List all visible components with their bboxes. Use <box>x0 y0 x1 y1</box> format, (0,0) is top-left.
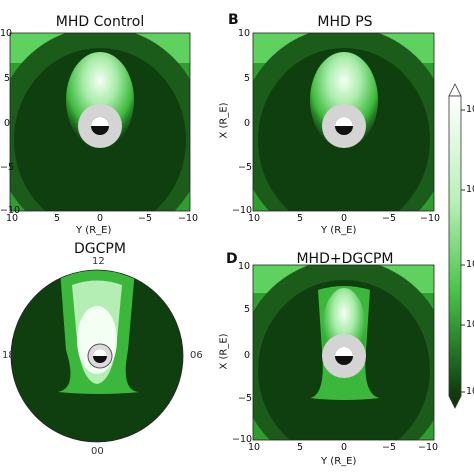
colorbar-tick-1: 10 <box>466 184 474 195</box>
panel-a-title: MHD Control <box>55 14 145 30</box>
d-ytick-3: −5 <box>238 393 253 404</box>
d-xtick-1: 5 <box>297 442 304 453</box>
b-xlabel: Y (R_E) <box>321 225 357 236</box>
b-ytick-2: 0 <box>244 118 251 129</box>
panel-c-title: DGCPM <box>74 241 126 257</box>
c-clock-06: 06 <box>190 350 203 361</box>
a-ytick-4: −10 <box>0 205 21 216</box>
a-ytick-3: −5 <box>0 162 15 173</box>
b-xtick-3: −5 <box>382 213 397 224</box>
b-ytick-1: 5 <box>244 73 251 84</box>
colorbar-tick-4: 10 <box>466 386 474 397</box>
b-xtick-1: 5 <box>297 213 304 224</box>
panel-d-map <box>253 265 434 440</box>
a-ytick-0: 10 <box>0 28 13 39</box>
panel-b-title: MHD PS <box>317 14 373 30</box>
colorbar-tick-2: 10 <box>466 259 474 270</box>
d-ytick-0: 10 <box>238 261 251 272</box>
d-ylabel: X (R_E) <box>218 333 230 370</box>
c-clock-00: 00 <box>91 446 104 457</box>
panel-d-letter: D <box>226 251 238 267</box>
a-xtick-2: 0 <box>97 213 104 224</box>
panel-b-map <box>253 33 434 211</box>
b-ytick-4: −10 <box>232 205 253 216</box>
d-ytick-2: 0 <box>244 350 251 361</box>
b-ytick-3: −5 <box>238 162 253 173</box>
a-ytick-2: 0 <box>4 118 11 129</box>
panel-b-letter: B <box>228 12 239 28</box>
colorbar <box>448 83 465 409</box>
panel-a-map <box>10 33 190 211</box>
a-xtick-1: 5 <box>54 213 61 224</box>
a-xtick-0: 10 <box>6 213 19 224</box>
b-xtick-4: −10 <box>420 213 441 224</box>
panel-d-title: MHD+DGCPM <box>296 251 394 267</box>
d-xtick-4: −10 <box>418 442 439 453</box>
d-xtick-0: 10 <box>248 442 261 453</box>
a-xlabel: Y (R_E) <box>76 225 112 236</box>
d-ytick-4: −10 <box>232 434 253 445</box>
a-xtick-4: −10 <box>178 213 199 224</box>
b-xtick-2: 0 <box>341 213 348 224</box>
b-ylabel: X (R_E) <box>218 102 230 139</box>
d-xtick-2: 0 <box>341 442 348 453</box>
a-xtick-3: −5 <box>138 213 153 224</box>
d-ytick-1: 5 <box>244 304 251 315</box>
c-clock-18: 18 <box>2 350 15 361</box>
b-ytick-0: 10 <box>238 28 251 39</box>
d-xlabel: Y (R_E) <box>321 456 357 467</box>
c-clock-12: 12 <box>92 256 105 267</box>
colorbar-tick-0: 10 <box>466 104 474 115</box>
d-xtick-3: −5 <box>382 442 397 453</box>
b-xtick-0: 10 <box>248 213 261 224</box>
a-ytick-1: 5 <box>4 73 11 84</box>
colorbar-tick-3: 10 <box>466 319 474 330</box>
